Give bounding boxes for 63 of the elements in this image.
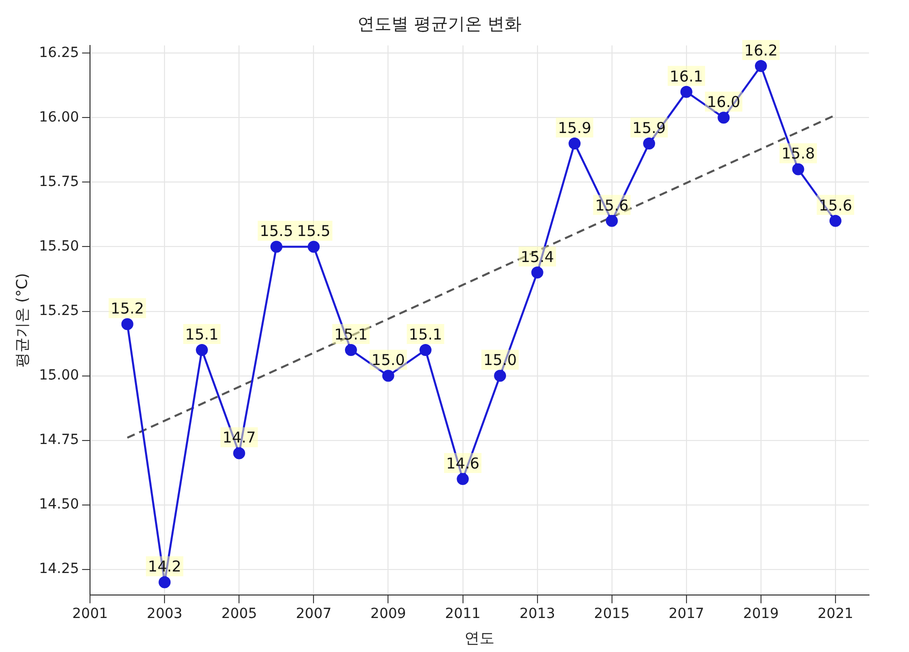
- x-tick-label: 2021: [818, 606, 854, 622]
- x-tick-label: 2019: [743, 606, 779, 622]
- data-label: 15.0: [372, 351, 405, 370]
- data-label: 14.7: [222, 428, 256, 447]
- point: [158, 576, 171, 588]
- data-label: 15.6: [595, 196, 629, 214]
- data-label: 16.0: [706, 93, 740, 112]
- y-tick-label: 16.00: [38, 109, 80, 126]
- point: [344, 344, 357, 356]
- x-tick-label: 2011: [444, 606, 481, 622]
- y-tick-label: 15.25: [38, 302, 80, 319]
- data-label: 16.2: [744, 41, 778, 60]
- x-tick-label: 2017: [668, 606, 704, 622]
- y-tick-label: 14.25: [38, 561, 80, 578]
- data-label: 15.8: [781, 144, 815, 163]
- point: [456, 473, 469, 486]
- point: [494, 370, 506, 382]
- point: [568, 137, 581, 150]
- point: [754, 60, 767, 72]
- data-label: 15.5: [296, 222, 330, 240]
- point: [382, 370, 394, 382]
- point: [121, 318, 134, 330]
- x-axis-title: 연도: [464, 628, 495, 647]
- chart-title: 연도별 평균기온 변화: [358, 14, 522, 35]
- y-axis-title: 평균기온 (°C): [12, 273, 31, 368]
- y-tick-label: 15.00: [38, 367, 80, 384]
- point: [643, 137, 656, 150]
- point: [196, 344, 208, 356]
- data-label: 14.2: [148, 558, 182, 576]
- data-label: 15.5: [260, 222, 294, 240]
- x-tick-label: 2003: [146, 606, 182, 622]
- point: [531, 266, 544, 279]
- point: [680, 86, 692, 98]
- y-tick-label: 15.50: [38, 238, 80, 254]
- data-label: 16.1: [670, 67, 704, 86]
- data-label: 15.0: [483, 351, 517, 370]
- point: [270, 240, 282, 253]
- point: [829, 214, 842, 227]
- y-tick-label: 16.25: [38, 44, 80, 61]
- data-label: 15.6: [818, 196, 852, 214]
- y-tick-label: 15.75: [38, 174, 80, 190]
- data-label: 15.9: [632, 118, 666, 137]
- x-tick-label: 2007: [296, 606, 332, 622]
- data-label: 14.6: [446, 454, 480, 472]
- point: [606, 214, 618, 227]
- data-label: 15.4: [520, 248, 554, 266]
- y-tick-label: 14.75: [38, 432, 80, 448]
- x-tick-label: 2005: [221, 606, 257, 622]
- x-tick-label: 2001: [72, 606, 108, 622]
- x-tick-label: 2013: [519, 606, 556, 622]
- x-tick-label: 2015: [594, 606, 630, 622]
- x-tick-label: 2009: [370, 606, 406, 622]
- data-label: 15.1: [334, 325, 368, 344]
- data-label: 15.1: [408, 325, 442, 344]
- data-label: 15.2: [110, 300, 144, 318]
- point: [308, 240, 320, 253]
- data-label: 15.1: [185, 325, 219, 344]
- point: [792, 163, 804, 176]
- point: [718, 112, 730, 124]
- point: [420, 344, 432, 356]
- point: [233, 447, 246, 460]
- y-tick-label: 14.50: [38, 496, 80, 512]
- data-label: 15.9: [558, 118, 592, 137]
